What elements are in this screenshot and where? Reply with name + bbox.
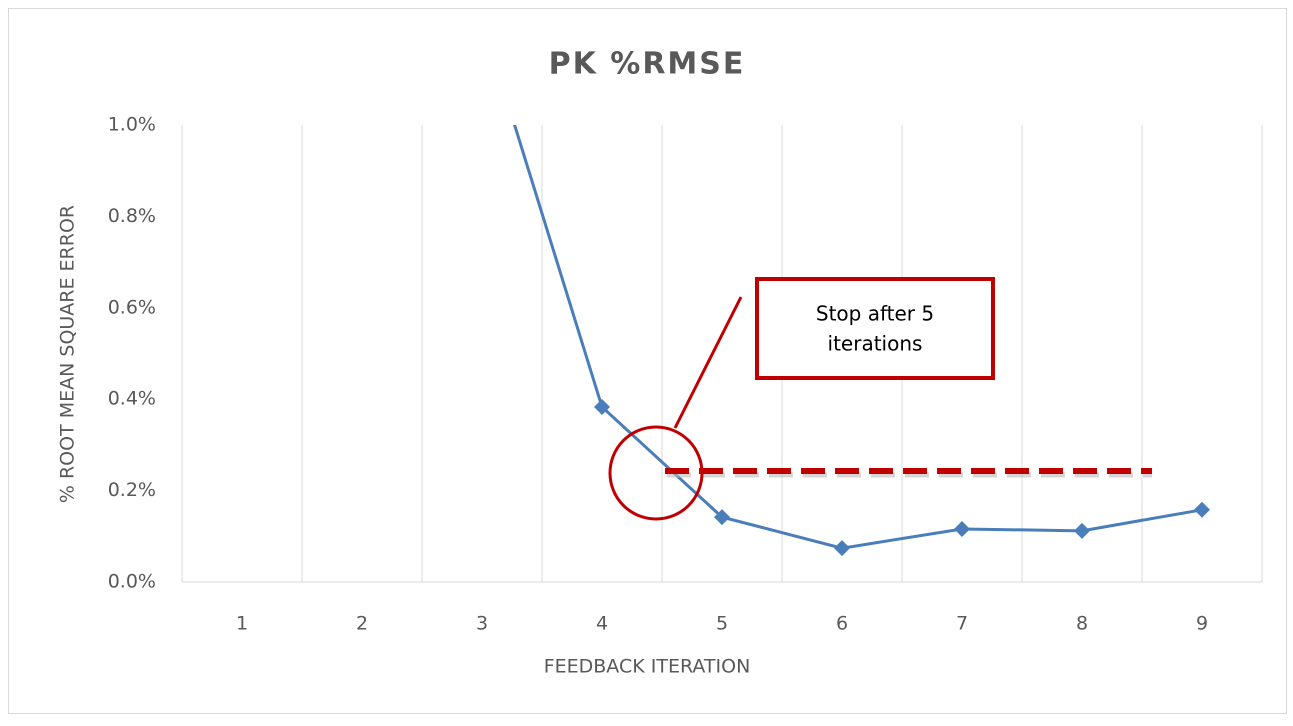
data-point [714,509,730,526]
x-tick-label: 4 [596,613,608,635]
y-tick-label: 0.6% [108,296,156,318]
y-axis-label: % ROOT MEAN SQUARE ERROR [57,205,79,503]
y-tick-label: 0.4% [108,388,156,410]
x-tick-label: 1 [236,613,248,635]
y-tick-label: 1.0% [108,114,156,136]
x-axis-label: FEEDBACK ITERATION [544,656,751,678]
chart-title: PK %RMSE [549,47,746,82]
y-tick-label: 0.8% [108,205,156,227]
annotation-text: Stop after 5 [816,302,934,326]
data-point [834,540,850,557]
x-tick-label: 7 [956,613,968,635]
data-point [1194,501,1210,518]
data-point [954,520,970,537]
y-tick-label: 0.0% [108,571,156,593]
x-tick-label: 5 [716,613,728,635]
annotation-circle [608,425,704,521]
y-tick-label: 0.2% [108,479,156,501]
x-tick-label: 9 [1196,613,1208,635]
x-tick-label: 6 [836,613,848,635]
chart-border [8,8,1287,714]
data-point [594,398,610,415]
data-point [1074,522,1090,539]
x-tick-label: 3 [476,613,488,635]
plot-clip [513,125,1210,557]
annotation-box [755,277,995,380]
annotation-pointer [673,296,743,429]
x-tick-label: 8 [1076,613,1088,635]
annotation-text: iterations [828,332,923,356]
x-tick-label: 2 [356,613,368,635]
